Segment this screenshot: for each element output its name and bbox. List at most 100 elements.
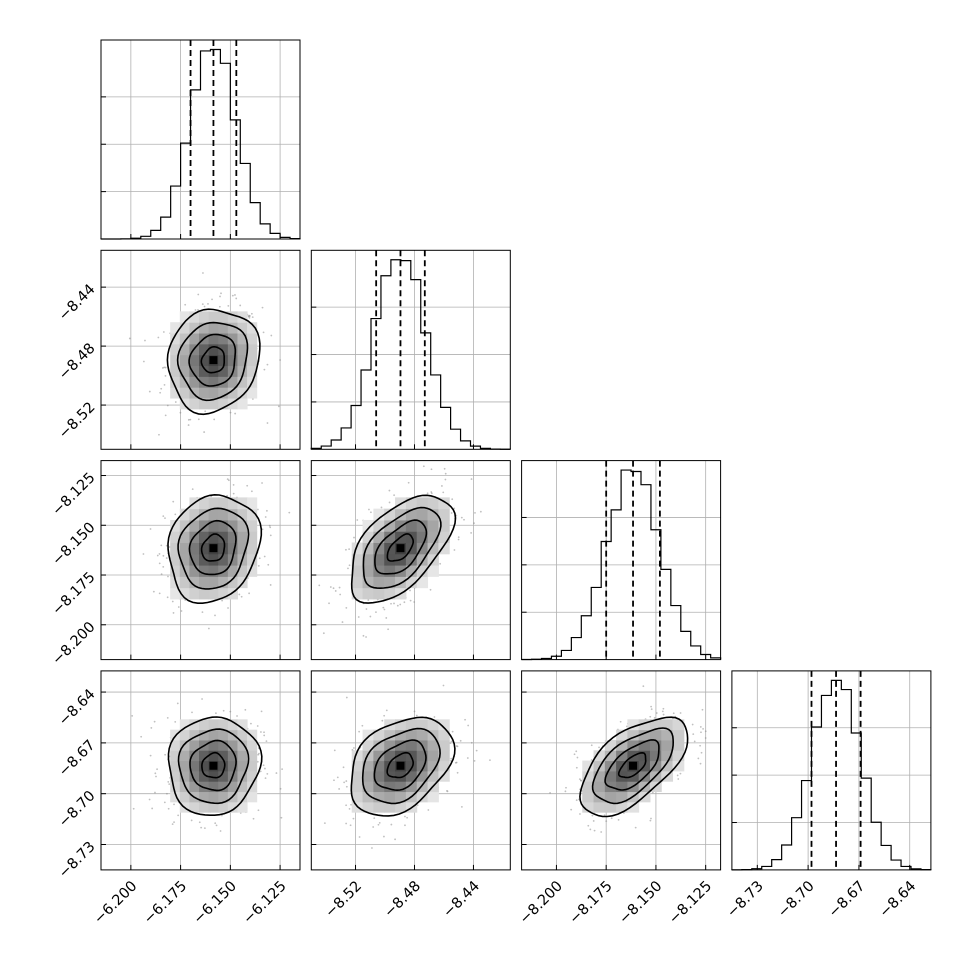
density-cell <box>672 739 685 751</box>
sample-point <box>353 747 355 749</box>
sample-point <box>475 749 478 752</box>
sample-point <box>446 789 448 792</box>
density-cell <box>218 333 229 345</box>
density-cell <box>199 576 210 589</box>
contour-level-1 <box>373 739 427 792</box>
density-cell <box>362 576 374 589</box>
density-cell <box>208 739 219 751</box>
density-cell <box>189 770 200 782</box>
density-cell <box>247 354 258 367</box>
sample-point <box>244 708 247 711</box>
density-cell <box>170 542 181 555</box>
sample-point <box>148 798 151 801</box>
sample-point <box>189 418 192 421</box>
density-cell <box>208 497 219 510</box>
density-cell <box>208 376 219 388</box>
density-cell <box>170 531 181 544</box>
sample-point <box>168 783 171 786</box>
scatter-panel-3-1 <box>310 670 511 871</box>
density-cell <box>373 739 385 751</box>
sample-point <box>692 733 695 736</box>
x-tick-label: −8.52 <box>322 878 365 921</box>
sample-point <box>248 317 251 319</box>
density-cell <box>438 519 450 532</box>
density-cell <box>384 553 396 566</box>
sample-point <box>650 705 653 708</box>
sample-point <box>187 418 190 421</box>
density-cell <box>416 729 429 741</box>
sample-point <box>172 500 175 503</box>
sample-point <box>156 768 158 771</box>
sample-point <box>365 608 368 610</box>
density-cell <box>362 587 374 600</box>
density-cell <box>170 565 181 577</box>
sample-point <box>358 730 361 733</box>
density-cell <box>170 354 181 367</box>
sample-point <box>266 772 269 775</box>
density-cell <box>227 760 238 772</box>
sample-point <box>343 781 346 784</box>
density-cell <box>170 333 181 345</box>
sample-point <box>474 511 476 514</box>
density-cell <box>189 760 200 772</box>
density-cell <box>218 760 229 772</box>
density-cell <box>593 801 606 813</box>
density-cell <box>199 497 210 510</box>
density-cell <box>189 719 200 731</box>
density-cell <box>405 519 418 532</box>
sample-point <box>342 766 345 769</box>
sample-point <box>207 627 210 630</box>
sample-point <box>164 517 166 520</box>
density-cell <box>199 750 210 762</box>
density-cell <box>179 508 190 521</box>
density-cell <box>199 542 210 555</box>
sample-point <box>457 536 460 539</box>
sample-point <box>190 819 193 822</box>
sample-point <box>385 709 388 712</box>
density-cell <box>405 497 418 510</box>
sample-point <box>198 821 201 824</box>
density-cell <box>199 354 210 367</box>
density-cell <box>218 322 229 334</box>
density-cell <box>416 542 429 555</box>
y-tick-label: −8.67 <box>56 737 99 780</box>
x-tick-label: −6.175 <box>141 878 190 927</box>
sample-point <box>345 822 348 825</box>
contour-level-3 <box>350 494 457 604</box>
sample-point <box>261 482 263 484</box>
sample-point <box>234 294 236 296</box>
density-cell <box>237 729 248 741</box>
density-cell <box>227 531 238 544</box>
sample-point <box>171 600 174 603</box>
sample-point <box>422 465 425 468</box>
density-cell <box>170 791 181 803</box>
sample-point <box>413 601 416 603</box>
density-cell <box>237 565 248 577</box>
sample-point <box>634 826 637 829</box>
sample-point <box>215 824 218 827</box>
sample-point <box>329 586 332 588</box>
sample-point <box>229 710 232 713</box>
sample-point <box>449 742 452 745</box>
density-cell <box>199 770 210 782</box>
density-cell <box>247 387 258 399</box>
y-tick-label: −8.73 <box>56 839 99 882</box>
sample-point <box>269 526 272 529</box>
density-cell <box>638 750 651 762</box>
sample-point <box>263 555 266 558</box>
density-cell <box>384 781 396 793</box>
density-cell <box>227 497 238 510</box>
sample-point <box>158 592 161 595</box>
density-cell <box>384 508 396 521</box>
sample-point <box>383 835 385 838</box>
density-cell <box>405 770 418 782</box>
sample-point <box>676 774 679 777</box>
density-cell <box>661 760 674 772</box>
density-cell <box>416 531 429 544</box>
sample-point <box>470 741 473 744</box>
x-tick-label: −8.200 <box>517 878 566 927</box>
sample-point <box>433 716 436 718</box>
sample-point <box>162 515 165 518</box>
sample-point <box>575 750 578 753</box>
sample-point <box>427 809 430 811</box>
